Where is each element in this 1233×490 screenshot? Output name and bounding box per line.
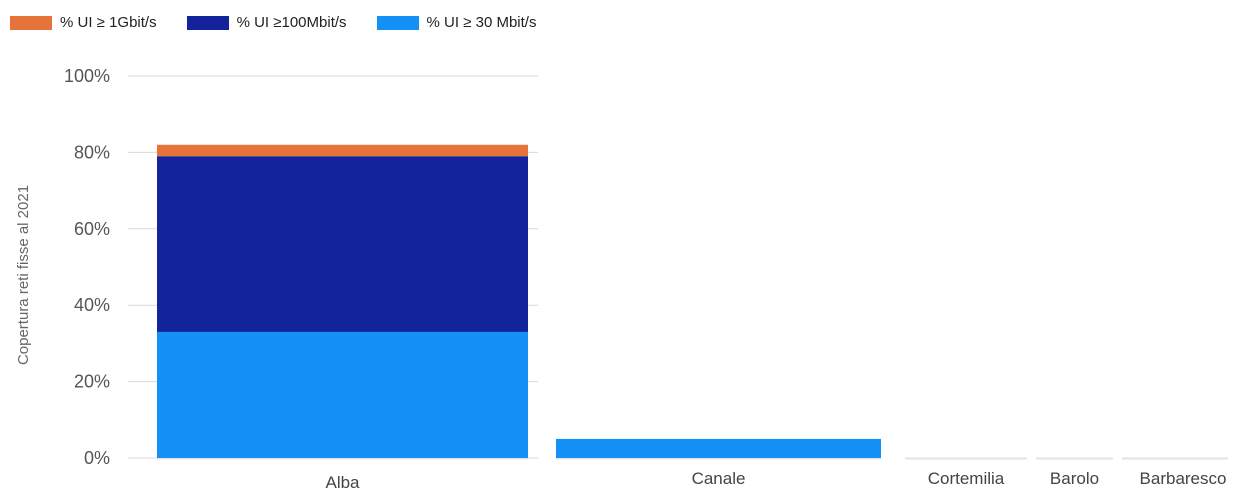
legend-swatch-30mbit: [376, 15, 419, 30]
legend-label-100mbit: % UI ≥100Mbit/s: [236, 14, 347, 31]
y-tick-label: 80%: [74, 142, 110, 162]
bar-segment: [157, 156, 528, 332]
y-tick-label: 40%: [74, 295, 110, 315]
y-tick-label: 100%: [64, 66, 110, 86]
x-tick-label: Barolo: [1050, 469, 1099, 488]
x-tick-label: Cortemilia: [928, 469, 1005, 488]
legend-item-30mbit[interactable]: % UI ≥ 30 Mbit/s: [376, 14, 537, 31]
x-tick-label: Alba: [325, 473, 360, 490]
legend-label-30mbit: % UI ≥ 30 Mbit/s: [426, 14, 537, 31]
y-tick-label: 20%: [74, 372, 110, 392]
legend-swatch-100mbit: [186, 15, 229, 30]
legend: % UI ≥ 1Gbit/s % UI ≥100Mbit/s % UI ≥ 30…: [10, 14, 566, 31]
legend-swatch-1gbit: [10, 15, 52, 30]
x-tick-label: Barbaresco: [1140, 469, 1227, 488]
x-tick-label: Canale: [692, 469, 746, 488]
bar-segment: [556, 438, 881, 458]
legend-item-100mbit[interactable]: % UI ≥100Mbit/s: [186, 14, 347, 31]
y-tick-label: 0%: [84, 448, 110, 468]
y-axis-label: Copertura reti fisse al 2021: [15, 185, 32, 365]
legend-item-1gbit[interactable]: % UI ≥ 1Gbit/s: [10, 14, 157, 31]
bar-segment: [157, 144, 528, 157]
legend-label-1gbit: % UI ≥ 1Gbit/s: [60, 14, 157, 31]
bar-segment: [157, 331, 528, 458]
y-tick-label: 60%: [74, 219, 110, 239]
